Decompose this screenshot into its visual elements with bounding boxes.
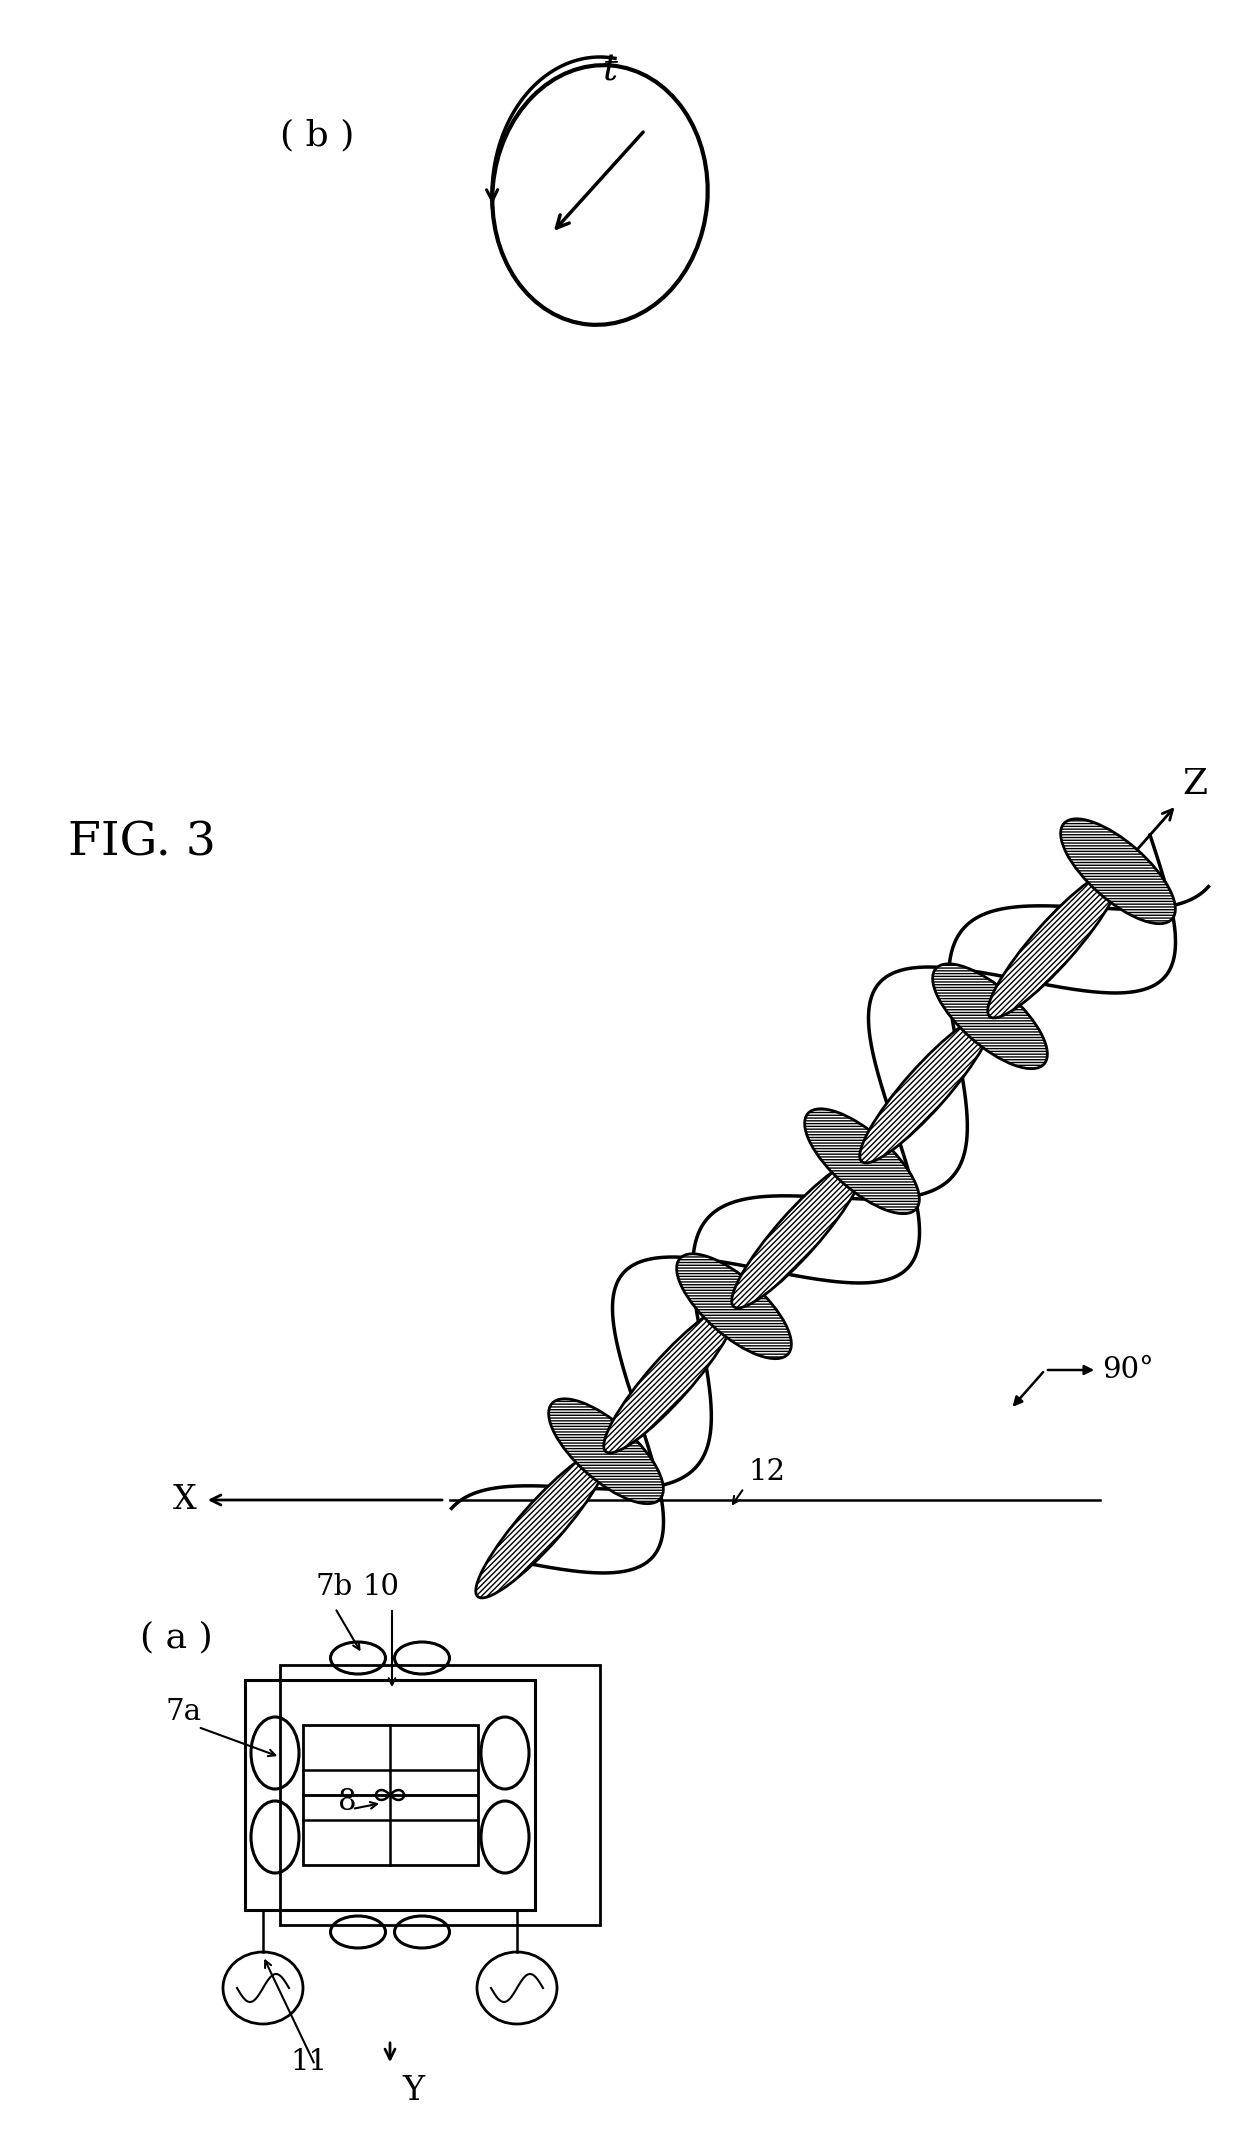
Bar (246, 1679, 534, 1910)
Text: 12: 12 (748, 1458, 785, 1485)
Text: t: t (603, 53, 618, 87)
Ellipse shape (932, 965, 1048, 1069)
Text: Z: Z (1183, 766, 1208, 800)
Text: ( b ): ( b ) (280, 117, 355, 152)
Text: 10: 10 (362, 1573, 399, 1600)
Text: 7b: 7b (315, 1573, 352, 1600)
Ellipse shape (805, 1110, 919, 1214)
Text: X: X (174, 1483, 197, 1515)
Ellipse shape (859, 1014, 992, 1163)
Text: 7a: 7a (165, 1699, 201, 1726)
Ellipse shape (548, 1398, 663, 1504)
Bar (280, 1665, 600, 1925)
Text: Y: Y (402, 2074, 424, 2106)
Ellipse shape (604, 1304, 737, 1453)
Ellipse shape (988, 869, 1120, 1018)
Text: 8: 8 (339, 1788, 357, 1816)
Text: 90°: 90° (1102, 1355, 1153, 1385)
Ellipse shape (476, 1449, 609, 1598)
Text: 11: 11 (290, 2049, 327, 2076)
Bar (303, 1724, 477, 1865)
Ellipse shape (677, 1255, 791, 1359)
Ellipse shape (732, 1159, 864, 1308)
Text: FIG. 3: FIG. 3 (68, 819, 216, 864)
Text: ( a ): ( a ) (140, 1620, 213, 1654)
Ellipse shape (1060, 819, 1176, 924)
